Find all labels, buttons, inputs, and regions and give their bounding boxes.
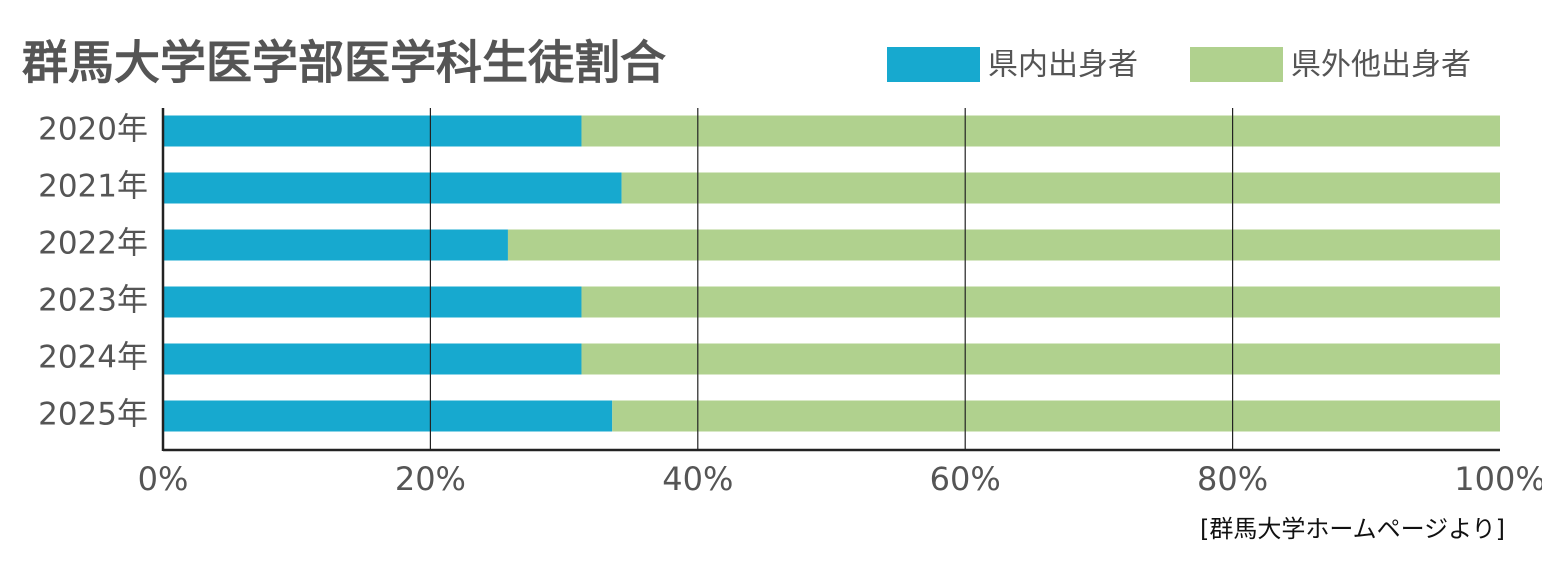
bar-segment — [581, 286, 1500, 318]
bar-segment — [163, 172, 622, 204]
legend-swatch — [887, 47, 980, 82]
bar-segment — [163, 400, 613, 432]
x-tick-label: 20% — [395, 460, 466, 498]
x-tick-label: 60% — [930, 460, 1001, 498]
bar-segment — [163, 286, 582, 318]
y-tick-label: 2020年 — [38, 112, 148, 148]
x-tick-label: 40% — [662, 460, 733, 498]
x-tick-label: 80% — [1197, 460, 1268, 498]
legend-swatch — [1190, 47, 1283, 82]
legend-label: 県外他出身者 — [1291, 48, 1471, 83]
y-tick-label: 2021年 — [38, 169, 148, 205]
x-tick-label: 0% — [138, 460, 189, 498]
bar-segment — [581, 115, 1500, 147]
bar-segment — [581, 343, 1500, 375]
y-tick-label: 2024年 — [38, 340, 148, 376]
bar-segment — [612, 400, 1500, 432]
bar-segment — [163, 115, 582, 147]
bar-segment — [163, 229, 508, 261]
y-tick-label: 2022年 — [38, 226, 148, 262]
y-tick-label: 2023年 — [38, 283, 148, 319]
x-tick-label: 100% — [1454, 460, 1542, 498]
legend-label: 県内出身者 — [988, 48, 1138, 83]
source-note: [群馬大学ホームページより] — [1200, 515, 1505, 543]
bar-segment — [621, 172, 1500, 204]
bar-segment — [507, 229, 1500, 261]
y-tick-label: 2025年 — [38, 397, 148, 433]
bar-segment — [163, 343, 582, 375]
chart-title: 群馬大学医学部医学科生徒割合 — [22, 36, 666, 90]
